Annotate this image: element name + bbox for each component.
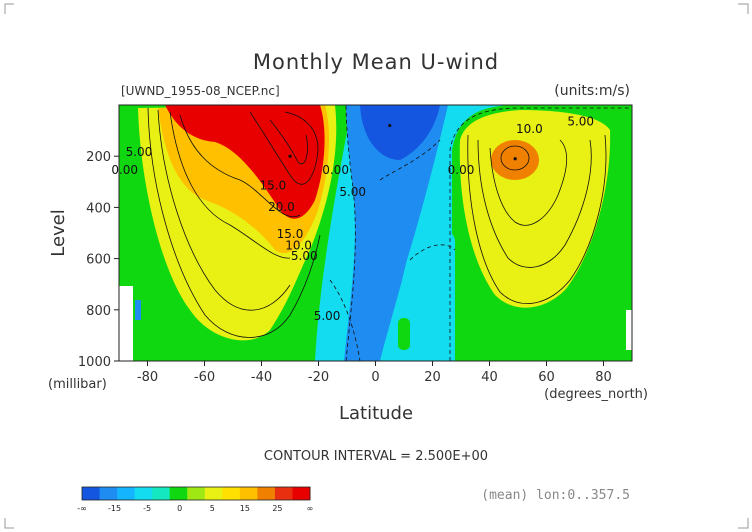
- contour-label: 5.00: [567, 114, 594, 128]
- colorbar-swatch: [82, 487, 101, 500]
- colorbar-tick-label: 0: [177, 504, 182, 513]
- contour-label: 5.00: [314, 309, 341, 323]
- y-axis: 200 400 600 800 1000: [78, 150, 119, 370]
- contour-label: 0.00: [322, 163, 349, 177]
- units-label: (units:m/s): [554, 83, 630, 99]
- chart-title: Monthly Mean U-wind: [253, 50, 499, 74]
- y-tick-label: 200: [86, 150, 111, 165]
- y-tick-label: 1000: [78, 355, 111, 370]
- contour-fill: [119, 105, 632, 361]
- colorbar-swatch: [152, 487, 171, 500]
- x-axis-units: (degrees_north): [544, 387, 648, 402]
- colorbar-swatch: [204, 487, 223, 500]
- colorbar-tick-label: 15: [240, 504, 250, 513]
- contour-label: 15.0: [260, 178, 287, 192]
- x-tick-label: 20: [424, 370, 441, 385]
- colorbar-swatch: [99, 487, 118, 500]
- x-tick-label: -60: [194, 370, 215, 385]
- jet-core-marker: [288, 154, 292, 158]
- jet-cores: [288, 123, 517, 161]
- colorbar-swatch: [134, 487, 153, 500]
- colorbar-swatch: [222, 487, 241, 500]
- contour-label: 5.00: [291, 249, 318, 263]
- jet-core-marker: [388, 123, 392, 128]
- x-axis-title: Latitude: [339, 403, 413, 424]
- contour-label: 5.00: [339, 185, 366, 199]
- colorbar-swatch: [187, 487, 206, 500]
- colorbar-frame: [81, 486, 311, 501]
- y-axis-units: (millibar): [48, 377, 107, 392]
- x-tick-label: 80: [595, 370, 612, 385]
- contour-label: 0.00: [448, 163, 475, 177]
- jet-core-marker: [513, 157, 517, 161]
- x-tick-label: 60: [538, 370, 555, 385]
- dataset-label: [UWND_1955-08_NCEP.nc]: [121, 84, 280, 98]
- colorbar-swatch: [117, 487, 136, 500]
- contour-labels: 5.000.0015.020.015.010.05.000.005.000.00…: [111, 114, 594, 323]
- colorbar-tick-label: ∞: [307, 504, 314, 513]
- colorbar-tick-label: -∞: [77, 504, 87, 513]
- averaging-note: (mean) lon:0..357.5: [481, 488, 630, 503]
- contour-label: 15.0: [277, 227, 304, 241]
- colorbar-swatch: [292, 487, 311, 500]
- x-tick-label: -40: [251, 370, 272, 385]
- x-tick-label: 0: [371, 370, 379, 385]
- colorbar-swatch: [239, 487, 258, 500]
- colorbar-swatch: [257, 487, 276, 500]
- contour-interval: CONTOUR INTERVAL = 2.500E+00: [264, 449, 488, 464]
- colorbar-swatch: [274, 487, 293, 500]
- y-tick-label: 400: [86, 201, 111, 216]
- x-axis: -80 -60 -40 -20 0 20 40 60 80: [137, 361, 612, 385]
- contour-label: 10.0: [285, 239, 312, 253]
- y-axis-title: Level: [48, 209, 69, 257]
- x-tick-label: -80: [137, 370, 158, 385]
- colorbar-tick-label: -5: [143, 504, 151, 513]
- colorbar-tick-label: 5: [210, 504, 215, 513]
- contour-label: 0.00: [111, 163, 138, 177]
- colorbar-swatch: [169, 487, 188, 500]
- contour-label: 10.0: [516, 122, 543, 136]
- crop-marks: [4, 3, 749, 529]
- contour-lines: [147, 105, 632, 361]
- contour-label: 5.00: [126, 145, 153, 159]
- contour-label: 20.0: [268, 200, 295, 214]
- colorbar-tick-label: 25: [272, 504, 282, 513]
- y-tick-label: 800: [86, 304, 111, 319]
- colorbar-tick-label: -15: [108, 504, 121, 513]
- y-tick-label: 600: [86, 253, 111, 268]
- x-tick-label: -20: [308, 370, 329, 385]
- colorbar: -∞ -15 -5 0 5 15 25 ∞: [77, 486, 314, 513]
- x-tick-label: 40: [481, 370, 498, 385]
